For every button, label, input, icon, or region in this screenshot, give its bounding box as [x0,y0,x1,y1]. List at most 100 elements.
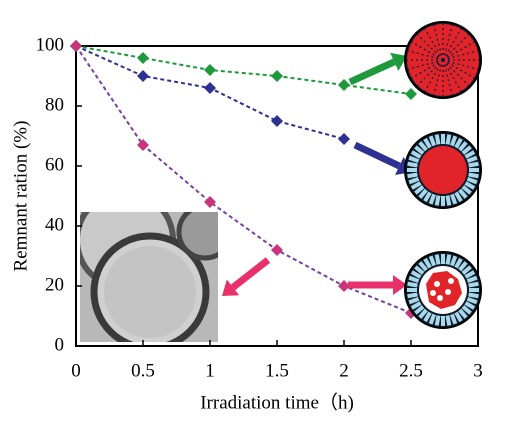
y-tick-label: 40 [45,214,64,235]
rod [434,134,441,145]
rod [445,195,452,206]
channel [442,59,478,70]
rod [414,185,425,195]
channel [411,41,444,61]
data-point [405,88,417,100]
rod [414,305,425,315]
rod [450,255,458,267]
rod [423,311,432,323]
rod [418,308,428,319]
rod [466,177,478,185]
rod [445,254,452,265]
channel [417,34,444,61]
x-tick-label: 0.5 [131,360,155,381]
channel [442,59,469,86]
data-point [137,52,149,64]
data-point [137,70,149,82]
rod [410,270,422,279]
data-point [338,79,350,91]
data-point [137,139,149,151]
rod [423,257,432,269]
rod [414,145,425,155]
y-axis-title: Remnant ration (%) [10,121,31,272]
rod [464,181,476,190]
channel [433,25,444,61]
rod [434,195,441,206]
arrow-head [222,279,240,296]
channel [408,50,444,61]
void [448,278,454,284]
x-tick-label: 2 [339,360,349,381]
data-point [338,280,350,292]
channel [424,59,444,92]
rod [461,145,472,155]
channel [442,59,475,79]
x-tick-label: 3 [473,360,483,381]
x-axis-title: Irradiation time（h) [200,391,354,413]
data-point [70,40,82,52]
rod [410,301,422,310]
rod [454,137,463,149]
rod [423,191,432,203]
rod [458,188,468,199]
rod [428,135,436,147]
tem-image [80,212,218,342]
rod [428,313,436,325]
rod [423,137,432,149]
rod [445,315,452,326]
rod [410,181,422,190]
rod [468,292,479,299]
data-point [271,244,283,256]
data-point [271,70,283,82]
rod [418,141,428,152]
channel [417,59,444,86]
rod [464,150,476,159]
rod [458,141,468,152]
rod [407,281,418,288]
rod [445,134,452,145]
rod [458,261,468,272]
rod [454,311,463,323]
rod [466,297,478,305]
data-point [204,82,216,94]
rod [468,172,479,179]
channel [442,41,475,61]
rod [461,185,472,195]
rod [418,261,428,272]
void [437,295,443,301]
channel [442,28,462,61]
data-point [204,64,216,76]
rod [466,155,478,163]
y-tick-label: 100 [36,34,65,55]
arrow-head [393,275,407,295]
arrow-shaft [353,141,401,170]
channel [442,59,462,92]
rod [461,305,472,315]
rod [434,254,441,265]
channel [442,34,469,61]
arrow-head [390,52,407,71]
rod [450,135,458,147]
void [445,289,451,295]
y-tick-label: 60 [45,154,64,175]
channel [433,59,444,95]
rod [466,275,478,283]
particle-core [419,146,467,194]
series-line [75,45,412,95]
x-tick-label: 0 [71,360,81,381]
rod [414,265,425,275]
rod [407,172,418,179]
rod [464,270,476,279]
channel [411,59,444,79]
rod [464,301,476,310]
channel [424,28,444,61]
y-tick-label: 0 [55,334,65,355]
series-line [75,45,412,314]
arrow-shaft [230,257,271,291]
particle-schematic [404,21,482,99]
channel [442,59,453,95]
rod [428,255,436,267]
rod [407,292,418,299]
rod [461,265,472,275]
